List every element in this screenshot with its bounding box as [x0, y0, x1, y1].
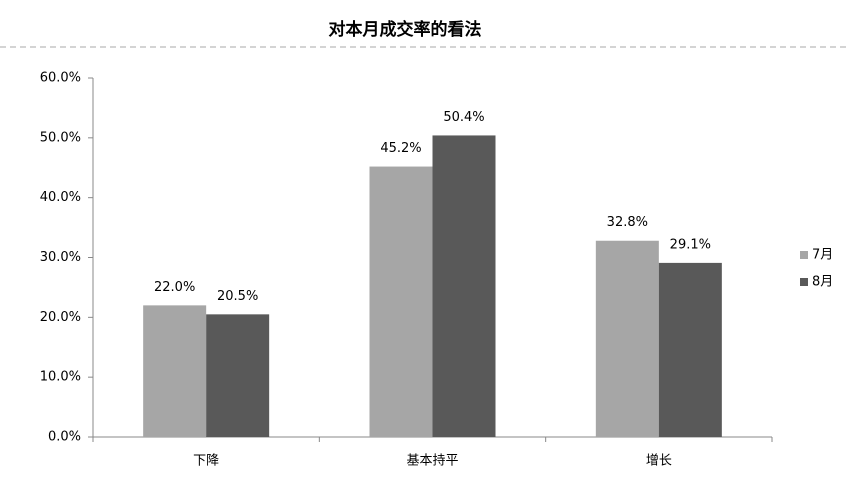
y-tick-label: 60.0%: [40, 71, 81, 86]
y-tick-label: 10.0%: [40, 370, 81, 385]
bar: [658, 262, 722, 437]
legend-label: 7月: [812, 248, 833, 263]
bar: [432, 135, 496, 437]
bar: [206, 314, 270, 437]
value-label: 50.4%: [443, 110, 484, 125]
value-label: 22.0%: [154, 280, 195, 295]
x-tick-label: 基本持平: [406, 454, 458, 469]
y-tick-label: 40.0%: [40, 190, 81, 205]
chart-title: 对本月成交率的看法: [329, 19, 482, 40]
y-tick-label: 20.0%: [40, 310, 81, 325]
legend-swatch: [800, 278, 808, 286]
bar: [143, 305, 207, 437]
bar: [369, 166, 433, 437]
y-tick-label: 30.0%: [40, 250, 81, 265]
legend-label: 8月: [812, 275, 833, 290]
x-tick-label: 增长: [646, 454, 672, 469]
y-tick-label: 50.0%: [40, 130, 81, 145]
value-label: 29.1%: [670, 237, 711, 252]
legend-swatch: [800, 251, 808, 259]
value-label: 20.5%: [217, 289, 258, 304]
value-label: 32.8%: [607, 215, 648, 230]
bar: [595, 240, 659, 437]
y-tick-label: 0.0%: [48, 430, 81, 445]
x-tick-label: 下降: [193, 454, 219, 469]
value-label: 45.2%: [380, 141, 421, 156]
